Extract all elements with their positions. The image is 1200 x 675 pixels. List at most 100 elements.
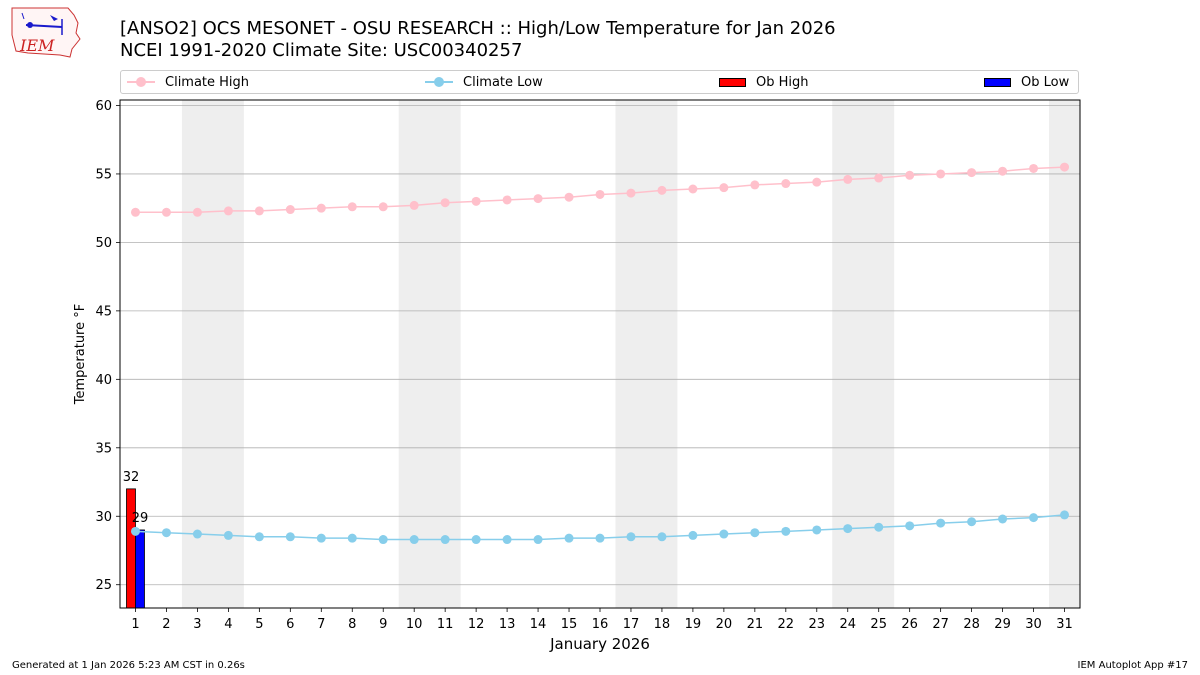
climate-low-point (936, 518, 946, 528)
climate-low-point (440, 535, 450, 545)
climate-low-point (657, 532, 667, 542)
x-tick-label: 4 (224, 617, 232, 632)
climate-high-point (564, 192, 574, 202)
climate-high-point (874, 173, 884, 183)
climate-high-point (998, 166, 1008, 176)
x-tick-label: 15 (561, 617, 578, 632)
climate-high-point (285, 205, 295, 215)
climate-high-point (781, 179, 791, 189)
footer-generated: Generated at 1 Jan 2026 5:23 AM CST in 0… (12, 660, 245, 671)
x-tick-label: 16 (592, 617, 609, 632)
legend-item-climate-low: Climate Low (425, 71, 543, 93)
x-tick-label: 2 (162, 617, 170, 632)
x-tick-label: 23 (809, 617, 826, 632)
ob-low-label: 29 (132, 511, 149, 526)
climate-low-point (130, 526, 140, 536)
climate-low-point (843, 524, 853, 534)
x-tick-label: 17 (623, 617, 640, 632)
climate-high-line-icon (127, 76, 155, 88)
climate-low-point (781, 526, 791, 536)
y-tick-label: 40 (95, 373, 112, 388)
weekend-band (615, 100, 678, 608)
x-tick-label: 31 (1056, 617, 1073, 632)
climate-high-point (1060, 162, 1070, 172)
x-tick-label: 20 (716, 617, 733, 632)
x-tick-label: 7 (317, 617, 325, 632)
climate-high-point (471, 196, 481, 206)
climate-high-point (905, 170, 915, 180)
climate-low-line-icon (425, 76, 453, 88)
x-tick-label: 28 (963, 617, 980, 632)
x-tick-label: 19 (685, 617, 702, 632)
weekend-band (1049, 100, 1080, 608)
legend-label: Climate Low (463, 74, 543, 90)
legend: Climate High Climate Low Ob High Ob Low (120, 70, 1079, 94)
footer-app: IEM Autoplot App #17 (1077, 660, 1188, 671)
legend-item-climate-high: Climate High (127, 71, 249, 93)
climate-high-point (378, 202, 388, 212)
climate-high-point (316, 203, 326, 213)
x-tick-label: 21 (747, 617, 764, 632)
climate-low-point (874, 522, 884, 532)
climate-low-point (285, 532, 295, 542)
climate-low-point (378, 535, 388, 545)
climate-high-point (502, 195, 512, 205)
x-tick-label: 24 (839, 617, 856, 632)
x-tick-label: 9 (379, 617, 387, 632)
x-tick-label: 5 (255, 617, 263, 632)
climate-low-point (316, 533, 326, 543)
climate-high-point (812, 177, 822, 187)
x-tick-label: 3 (193, 617, 201, 632)
climate-low-point (471, 535, 481, 545)
ob-low-swatch-icon (984, 77, 1011, 87)
climate-high-point (223, 206, 233, 216)
x-tick-label: 8 (348, 617, 356, 632)
x-tick-label: 6 (286, 617, 294, 632)
x-axis-label: January 2026 (549, 635, 650, 653)
legend-label: Ob High (756, 74, 809, 90)
climate-high-point (719, 183, 729, 193)
climate-high-point (533, 194, 543, 204)
x-tick-label: 10 (406, 617, 423, 632)
ob-high-swatch-icon (719, 77, 746, 87)
legend-label: Climate High (165, 74, 250, 90)
y-axis-label: Temperature °F (73, 304, 88, 405)
climate-low-point (347, 533, 357, 543)
climate-low-point (626, 532, 636, 542)
climate-high-point (657, 185, 667, 195)
climate-low-point (812, 525, 822, 535)
climate-low-point (688, 530, 698, 540)
x-tick-label: 13 (499, 617, 516, 632)
climate-high-point (936, 169, 946, 179)
x-tick-label: 12 (468, 617, 485, 632)
climate-low-point (161, 528, 171, 538)
climate-high-point (130, 207, 140, 217)
climate-high-point (1029, 163, 1039, 173)
weekend-band (398, 100, 461, 608)
climate-low-point (533, 535, 543, 545)
climate-high-point (967, 168, 977, 178)
weekend-band (832, 100, 895, 608)
climate-low-point (595, 533, 605, 543)
climate-high-point (347, 202, 357, 212)
climate-low-point (223, 530, 233, 540)
weekend-band (181, 100, 244, 608)
x-tick-label: 14 (530, 617, 547, 632)
legend-item-ob-low: Ob Low (984, 71, 1069, 93)
x-tick-label: 30 (1025, 617, 1042, 632)
climate-high-point (409, 200, 419, 210)
x-tick-label: 25 (870, 617, 887, 632)
legend-label: Ob Low (1021, 74, 1070, 90)
climate-high-point (161, 207, 171, 217)
climate-high-point (254, 206, 264, 216)
legend-item-ob-high: Ob High (719, 71, 809, 93)
iem-logo: IEM (8, 5, 82, 60)
climate-high-point (688, 184, 698, 194)
y-tick-label: 60 (95, 99, 112, 114)
logo-text: IEM (19, 36, 55, 55)
climate-low-point (1060, 510, 1070, 520)
climate-low-point (998, 514, 1008, 524)
x-tick-label: 29 (994, 617, 1011, 632)
climate-low-point (1029, 513, 1039, 523)
